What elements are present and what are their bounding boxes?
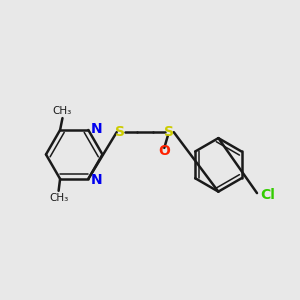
- Text: S: S: [115, 125, 125, 139]
- Text: N: N: [91, 173, 102, 187]
- Text: CH₃: CH₃: [49, 193, 68, 203]
- Text: Cl: Cl: [260, 188, 275, 202]
- Text: CH₃: CH₃: [53, 106, 72, 116]
- Text: O: O: [158, 145, 170, 158]
- Text: S: S: [164, 125, 174, 139]
- Text: N: N: [91, 122, 102, 136]
